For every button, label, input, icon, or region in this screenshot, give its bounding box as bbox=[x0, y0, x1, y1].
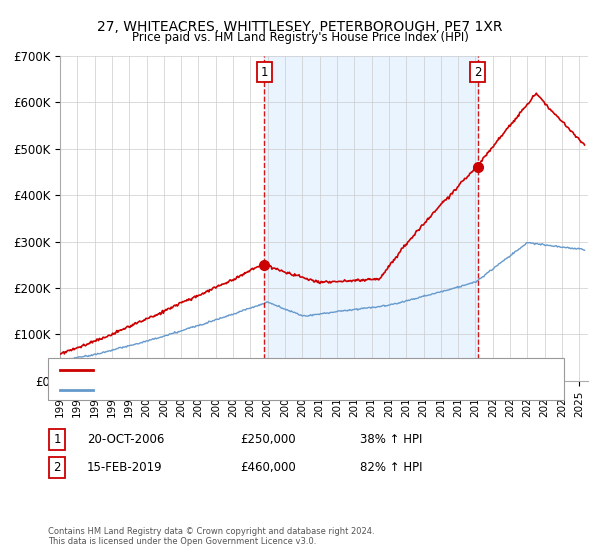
Text: £460,000: £460,000 bbox=[240, 461, 296, 474]
Text: 1: 1 bbox=[53, 433, 61, 446]
Bar bbox=[264, 56, 478, 381]
Text: 38% ↑ HPI: 38% ↑ HPI bbox=[360, 433, 422, 446]
Text: £250,000: £250,000 bbox=[240, 433, 296, 446]
Text: Contains HM Land Registry data © Crown copyright and database right 2024.
This d: Contains HM Land Registry data © Crown c… bbox=[48, 526, 374, 546]
Text: 20-OCT-2006: 20-OCT-2006 bbox=[87, 433, 164, 446]
Text: 82% ↑ HPI: 82% ↑ HPI bbox=[360, 461, 422, 474]
Text: HPI: Average price, detached house, Fenland: HPI: Average price, detached house, Fenl… bbox=[99, 385, 333, 395]
Text: 2: 2 bbox=[474, 66, 481, 79]
Text: 27, WHITEACRES, WHITTLESEY, PETERBOROUGH, PE7 1XR (detached house): 27, WHITEACRES, WHITTLESEY, PETERBOROUGH… bbox=[99, 365, 497, 375]
Text: 2: 2 bbox=[53, 461, 61, 474]
Text: 1: 1 bbox=[260, 66, 268, 79]
Text: Price paid vs. HM Land Registry's House Price Index (HPI): Price paid vs. HM Land Registry's House … bbox=[131, 31, 469, 44]
Text: 27, WHITEACRES, WHITTLESEY, PETERBOROUGH, PE7 1XR: 27, WHITEACRES, WHITTLESEY, PETERBOROUGH… bbox=[97, 20, 503, 34]
Text: 15-FEB-2019: 15-FEB-2019 bbox=[87, 461, 163, 474]
